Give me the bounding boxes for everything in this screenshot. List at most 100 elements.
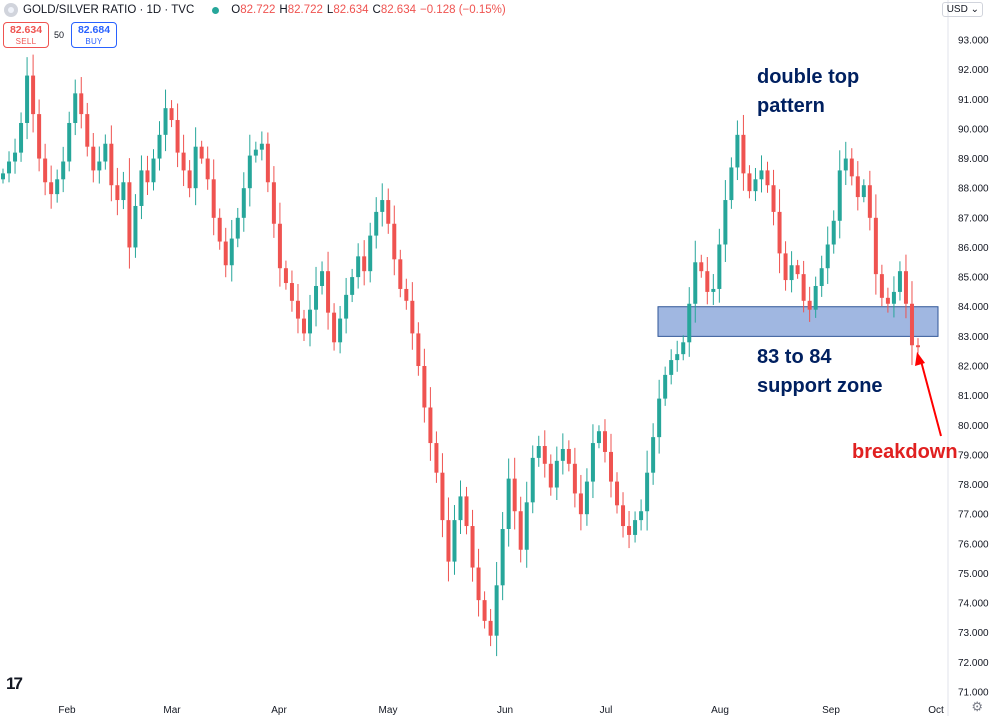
candle-body [283, 268, 288, 284]
candle-body [669, 360, 674, 375]
price-axis[interactable]: 71.000 72.000 73.000 74.000 75.000 76.000 77.0… [958, 36, 989, 699]
candle-body [320, 271, 325, 286]
candle-body [801, 274, 806, 301]
buy-price: 82.684 [77, 24, 111, 36]
candle-body [687, 303, 692, 343]
price-tick-label: 77.000 [958, 510, 989, 521]
time-tick-label: May [379, 705, 398, 716]
candle-body [193, 146, 198, 189]
candle-body [741, 134, 746, 174]
price-tick-label: 72.000 [958, 658, 989, 669]
candle-body [289, 283, 294, 301]
candle-body [657, 398, 662, 438]
candle-body [13, 152, 18, 162]
buy-button[interactable]: 82.684 BUY [71, 22, 117, 48]
symbol-title[interactable]: GOLD/SILVER RATIO · 1D · TVC [23, 4, 195, 16]
sell-button[interactable]: 82.634 SELL [3, 22, 49, 48]
price-tick-label: 90.000 [958, 124, 989, 135]
price-tick-label: 78.000 [958, 480, 989, 491]
price-tick-label: 93.000 [958, 36, 989, 47]
open-label: O [231, 4, 241, 16]
candle-body [518, 511, 523, 550]
candle-body [55, 179, 60, 195]
time-tick-label: Apr [271, 705, 287, 716]
candle-body [512, 478, 517, 512]
candle-body [590, 443, 595, 482]
candle-body [169, 108, 174, 121]
double-top-line-1: double top [757, 66, 860, 88]
candle-body [145, 170, 150, 183]
candle-body [121, 182, 126, 201]
price-tick-label: 75.000 [958, 569, 989, 580]
price-tick-label: 80.000 [958, 421, 989, 432]
support-zone-annotation: 83 to 84 support zone [757, 343, 883, 401]
candle-body [241, 188, 246, 218]
candle-body [175, 120, 180, 153]
candle-body [831, 220, 836, 245]
candle-body [789, 265, 794, 281]
candle-body [879, 274, 884, 298]
candle-body [73, 93, 78, 123]
candle-body [916, 345, 920, 348]
candle-body [843, 158, 848, 171]
candle-body [271, 182, 276, 224]
low-value: 82.634 [333, 4, 369, 16]
candle-body [43, 158, 48, 183]
candle-body [627, 526, 632, 535]
candle-body [91, 146, 96, 171]
candle-body [572, 463, 577, 494]
candle-body [494, 585, 499, 636]
candle-body [265, 143, 270, 183]
price-tick-label: 83.000 [958, 332, 989, 343]
currency-selector[interactable]: USD ⌄ [941, 2, 983, 17]
sell-price: 82.634 [9, 24, 43, 36]
price-tick-label: 85.000 [958, 273, 989, 284]
candle-body [837, 170, 842, 221]
double-top-annotation: double top pattern [757, 63, 859, 121]
time-axis[interactable]: Feb Mar Apr May Jun Jul Aug Sep Oct [58, 705, 944, 716]
candle-body [542, 446, 547, 464]
candle-body [229, 238, 234, 266]
tradingview-logo-icon[interactable]: 17 [6, 674, 23, 693]
candle-body [350, 277, 355, 295]
candle-body [705, 271, 710, 292]
price-tick-label: 76.000 [958, 539, 989, 550]
candle-body [891, 291, 896, 304]
candle-body [663, 374, 668, 399]
candle-body [79, 93, 84, 115]
candle-body [909, 303, 914, 346]
candle-body [560, 448, 565, 461]
candle-body [711, 288, 716, 292]
price-tick-label: 81.000 [958, 391, 989, 402]
low-label: L [326, 4, 334, 16]
candle-body [253, 149, 258, 156]
gear-icon[interactable]: ⚙ [971, 699, 983, 714]
candle-body [729, 167, 734, 201]
candle-body [855, 176, 860, 198]
price-tick-label: 86.000 [958, 243, 989, 254]
candle-body [506, 478, 511, 530]
price-tick-label: 74.000 [958, 599, 989, 610]
candle-body [398, 259, 403, 289]
candle-body [861, 185, 866, 198]
candle-body [301, 318, 306, 334]
double-top-line-2: pattern [757, 95, 825, 117]
candle-body [807, 300, 812, 310]
candle-body [314, 285, 319, 310]
sell-label: SELL [15, 37, 37, 46]
candle-body [500, 529, 505, 586]
candle-body [717, 244, 722, 289]
time-tick-label: Aug [711, 705, 729, 716]
candle-body [693, 262, 698, 304]
candle-body [470, 526, 475, 568]
candle-body [771, 185, 776, 212]
candle-body [247, 155, 252, 189]
candle-body [735, 134, 740, 168]
candle-body [530, 457, 535, 503]
candle-body [639, 511, 644, 521]
buy-label: BUY [85, 37, 103, 46]
candle-body [777, 211, 782, 254]
candle-body [380, 200, 385, 212]
candle-body [410, 300, 415, 334]
